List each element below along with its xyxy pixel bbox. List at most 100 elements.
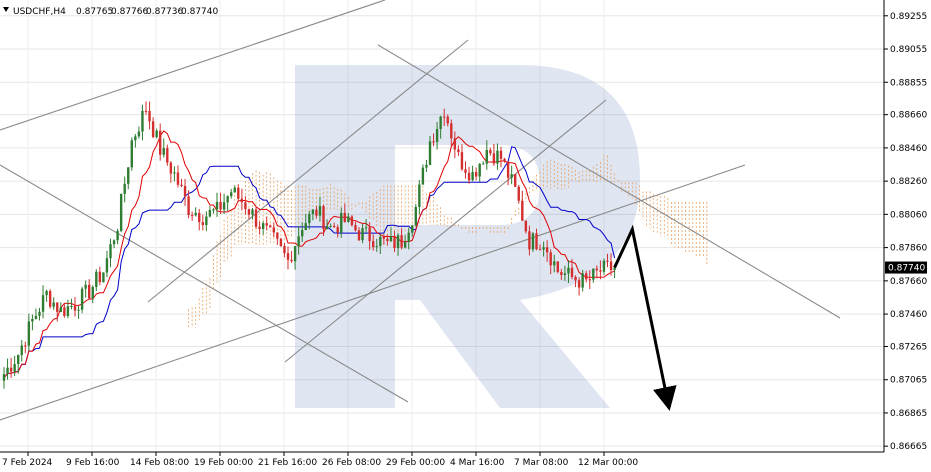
candle-body <box>293 246 297 262</box>
candle-body <box>56 302 59 312</box>
candle-body <box>176 172 180 185</box>
x-tick-label: 26 Feb 08:00 <box>322 458 381 468</box>
candle-body <box>531 233 535 250</box>
y-tick-label: 0.88460 <box>890 144 927 154</box>
candle-body <box>318 206 322 216</box>
candle-body <box>400 235 403 248</box>
rising-support-line[interactable] <box>0 164 746 421</box>
candle-body <box>609 261 613 271</box>
candle-body <box>574 276 577 281</box>
falling-resistance-line[interactable] <box>377 44 841 319</box>
candle-body <box>31 318 34 322</box>
candle-body <box>336 227 339 233</box>
candle-body <box>41 295 45 312</box>
candle-body <box>585 273 588 280</box>
candle-body <box>389 236 393 242</box>
candle-body <box>407 232 410 242</box>
candle-body <box>226 196 229 203</box>
candle-body <box>70 306 73 308</box>
candle-body <box>173 172 176 174</box>
candle-body <box>208 209 212 217</box>
y-tick-label: 0.86665 <box>890 442 927 452</box>
candle-body <box>80 288 84 310</box>
quote-close: 0.87740 <box>181 7 218 17</box>
candle-body <box>137 131 141 137</box>
candle-body <box>545 247 549 253</box>
candle-body <box>322 206 325 230</box>
candle-body <box>169 162 173 174</box>
x-tick-label: 29 Feb 00:00 <box>386 458 445 468</box>
candle-body <box>159 130 162 155</box>
current-price-badge: 0.87740 <box>885 261 927 274</box>
candle-body <box>403 241 407 248</box>
candle-body <box>613 267 616 271</box>
candle-body <box>98 271 102 283</box>
candle-body <box>17 355 20 365</box>
candle-body <box>77 309 80 311</box>
candle-body <box>538 249 542 251</box>
candle-body <box>382 236 386 239</box>
candle-body <box>304 223 307 231</box>
candle-body <box>205 216 208 226</box>
rising-channel-line[interactable] <box>147 39 469 303</box>
candle-body <box>180 184 183 186</box>
candle-body <box>506 161 510 178</box>
candle-body <box>233 187 236 193</box>
candle-body <box>325 226 329 230</box>
candle-body <box>446 116 449 124</box>
candle-body <box>52 302 55 307</box>
candle-body <box>162 148 165 155</box>
candle-body <box>84 284 87 289</box>
x-tick-label: 4 Mar 16:00 <box>450 458 505 468</box>
candle-body <box>63 307 66 316</box>
candle-body <box>411 225 414 233</box>
watermark-logo <box>295 65 640 408</box>
candle-body <box>393 236 396 249</box>
x-tick-label: 21 Feb 16:00 <box>258 458 317 468</box>
candle-body <box>567 267 570 274</box>
candle-body <box>524 220 528 232</box>
candle-body <box>166 148 169 163</box>
candle-body <box>91 286 94 299</box>
candle-body <box>9 367 13 372</box>
candle-body <box>396 235 400 249</box>
candle-body <box>563 273 567 275</box>
candle-body <box>219 201 222 210</box>
candlesticks[interactable] <box>2 101 616 389</box>
candle-body <box>606 260 609 262</box>
quote-high: 0.87766 <box>111 7 148 17</box>
candle-body <box>428 141 432 165</box>
candle-body <box>20 345 23 356</box>
trend-lines[interactable] <box>0 0 841 421</box>
y-tick-label: 0.88060 <box>890 210 927 220</box>
candle-body <box>347 216 350 222</box>
candle-body <box>553 261 556 266</box>
candle-body <box>535 233 538 250</box>
candle-body <box>514 174 517 187</box>
rising-channel-line-2[interactable] <box>284 99 607 363</box>
candle-body <box>198 212 201 223</box>
triangle-down-icon[interactable] <box>3 7 9 12</box>
falling-channel-line[interactable] <box>0 164 409 403</box>
candle-body <box>13 364 16 372</box>
candle-body <box>283 245 286 254</box>
candle-body <box>489 149 492 154</box>
forecast-arrow[interactable] <box>613 224 677 411</box>
candle-body <box>379 236 382 247</box>
candle-body <box>418 184 421 207</box>
candle-body <box>464 169 467 173</box>
candle-body <box>474 172 478 177</box>
candle-body <box>372 241 375 248</box>
y-tick-label: 0.86865 <box>890 409 927 419</box>
upper-channel-line[interactable] <box>0 0 386 131</box>
candle-body <box>237 187 240 199</box>
candle-body <box>364 227 368 229</box>
candle-body <box>247 209 251 215</box>
candle-body <box>588 279 591 281</box>
candle-body <box>212 209 215 211</box>
y-tick-label: 0.87860 <box>890 244 927 254</box>
candle-body <box>329 225 332 227</box>
x-tick-label: 9 Feb 16:00 <box>66 458 120 468</box>
candle-body <box>73 306 77 311</box>
